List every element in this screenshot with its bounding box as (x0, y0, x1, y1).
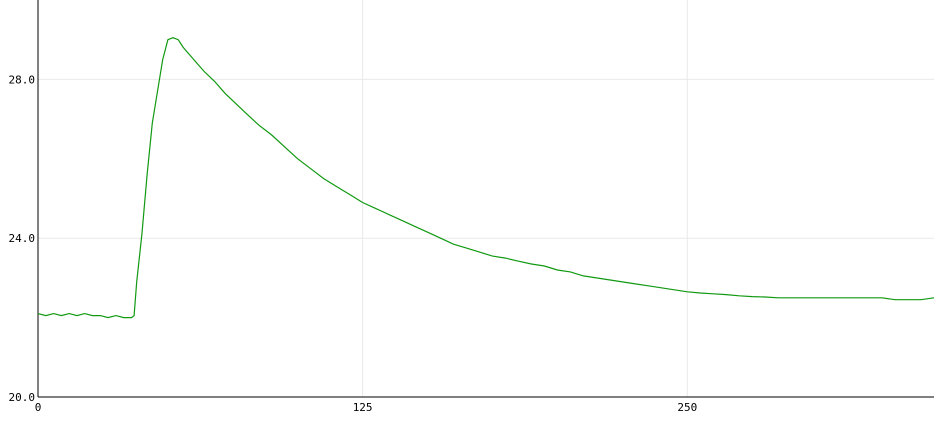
tick-labels: 20.0 24.0 28.0 0 125 250 (9, 73, 698, 414)
x-tick-label: 250 (677, 401, 697, 414)
grid (38, 0, 934, 397)
series-line (37, 37, 934, 319)
series (37, 37, 934, 319)
y-tick-label: 20.0 (9, 391, 36, 404)
y-tick-label: 24.0 (9, 232, 36, 245)
y-tick-label: 28.0 (9, 73, 36, 86)
x-tick-label: 125 (353, 401, 373, 414)
x-tick-label: 0 (35, 401, 42, 414)
axes (37, 0, 934, 398)
